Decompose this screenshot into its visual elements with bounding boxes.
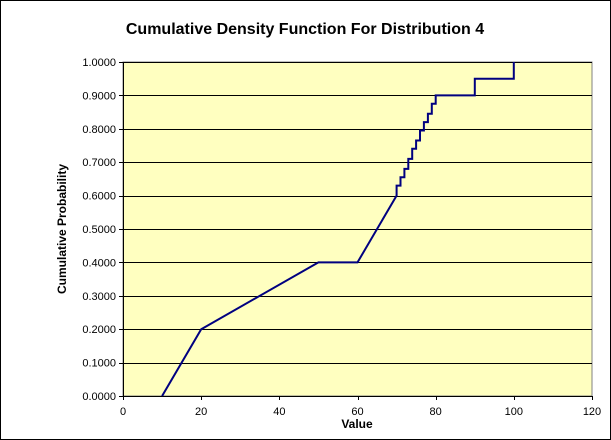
x-tick-label: 20 <box>195 406 207 418</box>
y-tick-label: 0.8000 <box>82 124 116 136</box>
y-tick-label: 0.6000 <box>82 191 116 203</box>
chart-title: Cumulative Density Function For Distribu… <box>126 21 484 38</box>
x-tick-label: 100 <box>505 406 523 418</box>
grid-lines <box>123 62 592 397</box>
y-tick-label: 0.3000 <box>82 291 116 303</box>
y-tick-label: 0.1000 <box>82 358 116 370</box>
cdf-series-line <box>161 62 515 397</box>
y-axis-ticks: 0.0000 0.1000 0.2000 0.3000 0.4000 0.5000 0.60… <box>82 57 123 403</box>
y-tick-label: 0.2000 <box>82 324 116 336</box>
x-tick-label: 0 <box>120 406 126 418</box>
y-tick-label: 0.0000 <box>82 391 116 403</box>
x-axis-ticks: 0 20 40 60 80 100 120 <box>120 62 601 418</box>
y-axis-title: Cumulative Probability <box>55 164 69 294</box>
y-tick-label: 0.7000 <box>82 157 116 169</box>
x-tick-label: 40 <box>273 406 285 418</box>
y-tick-label: 1.0000 <box>82 57 116 69</box>
x-axis-title: Value <box>341 417 373 431</box>
y-tick-label: 0.5000 <box>82 224 116 236</box>
x-tick-label: 80 <box>430 406 442 418</box>
x-tick-label: 60 <box>351 406 363 418</box>
y-tick-label: 0.9000 <box>82 90 116 102</box>
x-tick-label: 120 <box>583 406 601 418</box>
y-tick-label: 0.4000 <box>82 257 116 269</box>
